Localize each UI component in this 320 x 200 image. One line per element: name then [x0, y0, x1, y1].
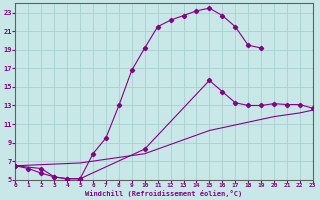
X-axis label: Windchill (Refroidissement éolien,°C): Windchill (Refroidissement éolien,°C)	[85, 190, 243, 197]
